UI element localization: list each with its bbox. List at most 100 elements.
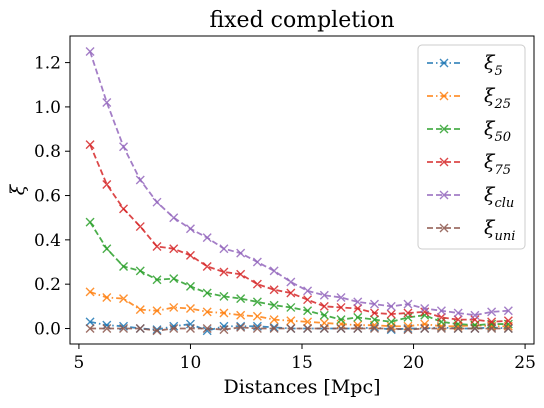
data-point (152, 197, 162, 207)
data-point (202, 307, 212, 317)
x-axis-label: Distances [Mpc] (223, 376, 380, 398)
data-point (236, 322, 246, 332)
x-tick-label: 5 (74, 353, 85, 373)
legend-item-50: ξ50 (427, 118, 511, 145)
data-point (453, 315, 463, 325)
data-point (152, 326, 162, 336)
data-point (303, 323, 313, 333)
chart-title: fixed completion (209, 8, 394, 33)
data-point (269, 285, 279, 295)
data-point (152, 275, 162, 285)
data-point (403, 325, 413, 335)
data-point (119, 294, 129, 304)
data-point (453, 323, 463, 333)
y-axis-label: ξ (7, 183, 29, 195)
legend-item-25: ξ25 (427, 85, 511, 112)
data-point (370, 323, 379, 333)
data-point (85, 287, 95, 297)
data-point (403, 299, 413, 309)
data-point (436, 312, 446, 322)
x-tick-label: 10 (180, 353, 202, 373)
data-point (286, 316, 296, 326)
data-point (169, 244, 179, 254)
data-point (353, 304, 363, 314)
data-point (353, 323, 363, 333)
data-point (336, 315, 346, 325)
y-tick-label: 0.2 (34, 275, 61, 295)
data-point (370, 308, 379, 318)
data-point (420, 304, 430, 314)
data-point (252, 279, 262, 289)
data-point (319, 310, 329, 320)
data-point (370, 315, 379, 325)
data-point (219, 325, 229, 335)
series-line (89, 144, 509, 323)
data-point (252, 323, 262, 333)
legend-marker (439, 124, 449, 134)
y-tick-label: 0.4 (34, 231, 61, 251)
data-point (236, 269, 246, 279)
data-point (303, 286, 313, 296)
y-tick-label: 1.0 (34, 98, 61, 118)
data-point (236, 310, 246, 320)
data-point (85, 217, 95, 227)
data-point (135, 323, 145, 333)
plot-area (85, 47, 513, 336)
data-point (219, 244, 229, 254)
data-point (487, 317, 497, 327)
data-point (436, 323, 446, 333)
legend-label: ξclu (484, 184, 514, 211)
data-point (503, 316, 513, 326)
data-point (85, 47, 95, 57)
data-point (370, 299, 379, 309)
data-point (85, 317, 95, 327)
data-point (102, 97, 112, 107)
y-tick-label: 1.2 (34, 54, 61, 74)
data-point (185, 323, 195, 333)
legend-marker (439, 91, 449, 101)
data-point (135, 266, 145, 276)
x-axis: 5 10 15 20 25 (74, 344, 536, 373)
x-tick-label: 25 (514, 353, 536, 373)
data-point (470, 310, 480, 320)
legend-label: ξ75 (484, 151, 511, 178)
data-point (169, 302, 179, 312)
data-point (336, 323, 346, 333)
data-point (487, 307, 497, 317)
data-point (269, 322, 279, 332)
y-tick-label: 0.0 (34, 319, 61, 339)
legend-label: ξ25 (484, 85, 511, 112)
x-tick-label: 15 (291, 353, 313, 373)
legend-item-75: ξ75 (427, 151, 511, 178)
data-point (135, 222, 145, 232)
y-tick-label: 0.8 (34, 142, 61, 162)
data-point (219, 267, 229, 277)
data-point (252, 297, 262, 307)
data-point (169, 323, 179, 333)
data-point (269, 300, 279, 310)
data-point (286, 277, 296, 287)
series-line (90, 326, 509, 332)
y-axis: 0.0 0.2 0.4 0.6 0.8 1.0 1.2 (34, 54, 70, 339)
data-point (236, 248, 246, 258)
data-point (135, 175, 145, 185)
legend: ξ5 ξ25 ξ50 ξ75 ξclu ξuni (417, 44, 526, 250)
data-point (286, 288, 296, 298)
data-point (202, 233, 212, 243)
data-point (185, 304, 195, 314)
data-point (503, 306, 513, 316)
data-point (185, 250, 195, 260)
data-point (119, 204, 129, 214)
data-point (269, 315, 279, 325)
data-point (386, 301, 396, 311)
data-point (102, 179, 112, 189)
data-point (403, 308, 413, 318)
data-point (169, 274, 179, 284)
data-point (152, 306, 162, 316)
legend-item-uni: ξuni (427, 217, 515, 244)
data-point (420, 323, 430, 333)
data-point (269, 266, 279, 276)
data-point (319, 323, 329, 333)
data-point (386, 323, 396, 333)
